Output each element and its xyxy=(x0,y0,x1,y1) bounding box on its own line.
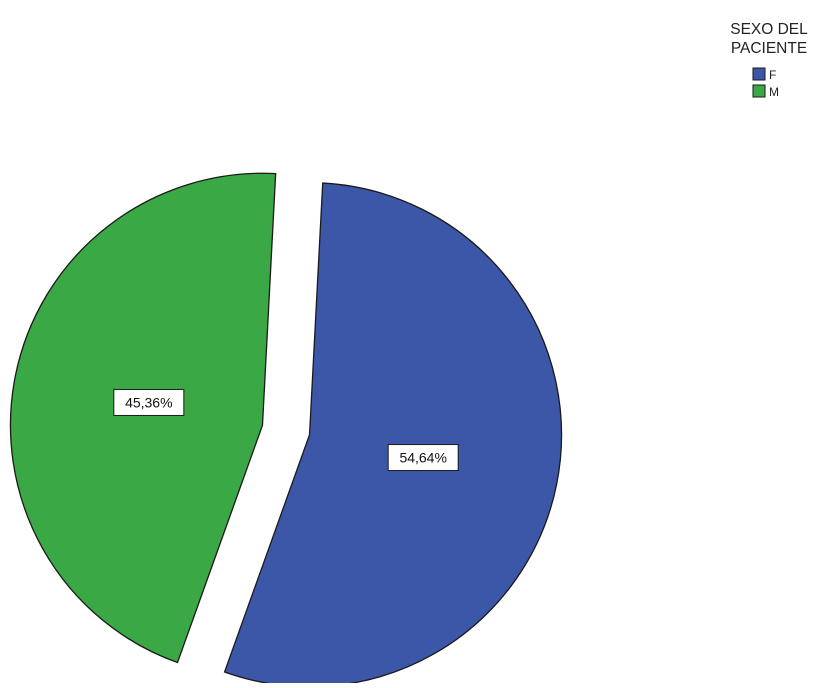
pie-slice-m xyxy=(9,172,277,664)
legend: SEXO DEL PACIENTE FM xyxy=(730,21,808,99)
pie-slice-f xyxy=(223,182,563,688)
legend-title-line-1: SEXO DEL xyxy=(730,21,808,38)
pie-data-labels: 54,64% 45,36% xyxy=(113,388,459,472)
data-label-text: 54,64% xyxy=(399,450,446,466)
legend-label-f: F xyxy=(769,68,776,82)
legend-swatch-f xyxy=(752,67,766,81)
pie-slices xyxy=(9,172,563,688)
legend-label-m: M xyxy=(769,85,779,99)
legend-swatch-m xyxy=(752,84,766,98)
data-label-f: 54,64% xyxy=(387,444,459,472)
data-label-m: 45,36% xyxy=(113,388,185,416)
data-label-box xyxy=(387,444,459,472)
data-label-box xyxy=(113,388,185,416)
legend-items: FM xyxy=(752,67,779,99)
legend-title-line-2: PACIENTE xyxy=(731,40,807,57)
data-label-text: 45,36% xyxy=(125,394,172,410)
